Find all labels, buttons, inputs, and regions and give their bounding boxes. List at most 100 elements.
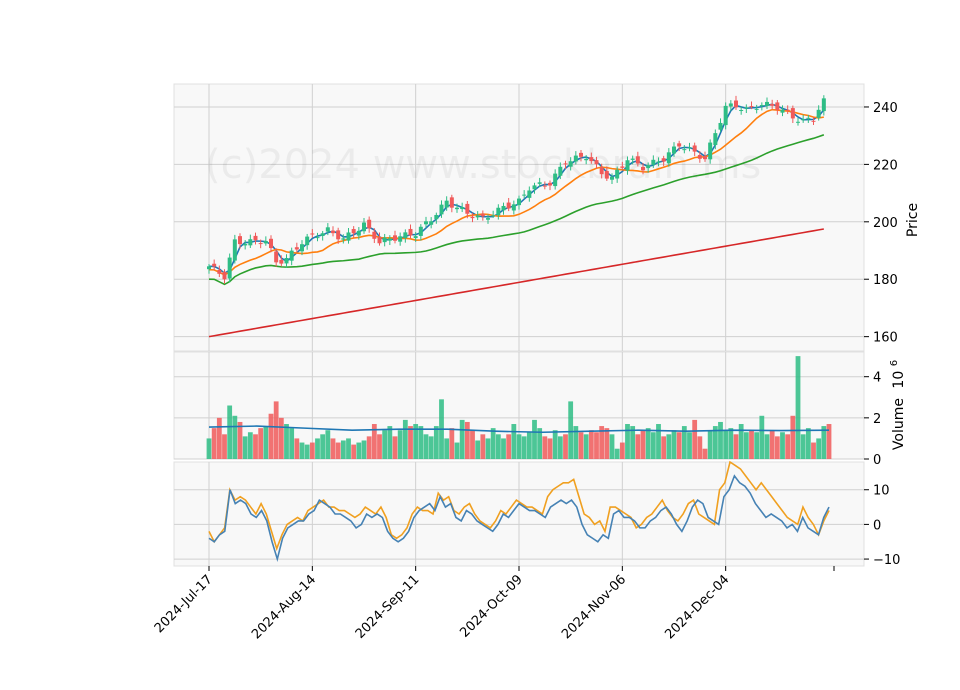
volume-marks xyxy=(206,356,832,459)
candle-body-39 xyxy=(408,228,413,236)
volume-axis-exponent: 10 xyxy=(891,371,907,389)
volume-bar-103 xyxy=(738,424,744,459)
volume-bar-62 xyxy=(526,432,532,459)
volume-bar-66 xyxy=(547,438,553,459)
candle-body-37 xyxy=(398,236,403,242)
volume-bar-90 xyxy=(671,430,677,459)
volume-bar-119 xyxy=(821,426,827,459)
volume-bar-40 xyxy=(413,424,419,459)
volume-bar-53 xyxy=(480,434,486,459)
volume-bar-91 xyxy=(676,432,682,459)
volume-bar-6 xyxy=(237,421,243,459)
volume-bar-80 xyxy=(619,442,625,459)
candle-body-71 xyxy=(573,155,578,162)
volume-bar-36 xyxy=(392,436,398,459)
volume-bar-42 xyxy=(423,434,429,459)
grid-lines xyxy=(174,84,864,566)
candle-body-33 xyxy=(377,237,382,244)
candle-body-107 xyxy=(759,105,764,107)
volume-bar-33 xyxy=(377,434,382,459)
volume-bar-107 xyxy=(759,415,765,459)
volume-bar-61 xyxy=(521,436,527,459)
candle-body-62 xyxy=(527,190,532,198)
volume-bar-120 xyxy=(826,424,832,459)
candle-body-109 xyxy=(770,103,775,106)
price-ytick-label-2: 200 xyxy=(873,216,898,231)
candle-body-112 xyxy=(785,109,790,111)
candle-body-49 xyxy=(460,207,465,210)
candle-body-25 xyxy=(336,230,341,240)
candle-body-8 xyxy=(248,239,253,246)
candle-body-57 xyxy=(501,205,506,211)
volume-bar-49 xyxy=(459,419,465,459)
xtick-label-1: 2024-Aug-14 xyxy=(249,572,319,642)
candle-body-11 xyxy=(263,240,268,244)
volume-axis-exponent-power: 6 xyxy=(889,360,900,366)
volume-bar-29 xyxy=(356,442,362,459)
volume-bar-55 xyxy=(490,428,496,459)
volume-bar-54 xyxy=(485,438,491,459)
candle-body-2 xyxy=(217,269,222,274)
volume-bar-104 xyxy=(743,432,749,459)
candle-body-116 xyxy=(806,117,811,119)
candle-body-40 xyxy=(413,236,418,239)
volume-bar-4 xyxy=(227,405,233,459)
candle-body-60 xyxy=(517,198,521,206)
volume-bar-13 xyxy=(273,401,279,459)
volume-bar-89 xyxy=(666,434,672,459)
candle-body-59 xyxy=(511,204,516,211)
volume-bar-94 xyxy=(692,419,698,459)
volume-bar-19 xyxy=(304,444,310,459)
candle-body-46 xyxy=(444,200,449,208)
candle-body-79 xyxy=(615,169,620,179)
volume-bar-65 xyxy=(542,436,548,459)
candle-body-65 xyxy=(542,185,547,187)
volume-bar-72 xyxy=(578,432,584,459)
candle-body-20 xyxy=(310,233,315,235)
candle-body-99 xyxy=(718,122,723,130)
volume-bar-44 xyxy=(433,426,439,459)
candle-body-81 xyxy=(625,160,630,171)
xtick-label-2: 2024-Sep-11 xyxy=(353,572,423,642)
volume-bar-12 xyxy=(268,413,274,459)
candle-body-73 xyxy=(584,158,589,161)
candle-body-16 xyxy=(289,250,294,261)
candle-body-118 xyxy=(816,109,821,118)
candle-body-15 xyxy=(284,257,289,264)
volume-bar-115 xyxy=(800,434,806,459)
volume-bar-7 xyxy=(242,436,248,459)
volume-bar-32 xyxy=(371,424,377,459)
xtick-label-0: 2024-Jul-17 xyxy=(152,572,216,636)
volume-axis-label: Volume xyxy=(891,398,907,450)
oscillator-line-1 xyxy=(208,474,830,563)
volume-bar-105 xyxy=(749,430,754,459)
volume-bar-28 xyxy=(351,444,357,459)
volume-bar-0 xyxy=(206,438,212,459)
oscillator-line-0 xyxy=(208,460,830,552)
candle-body-14 xyxy=(279,259,284,264)
ma-line-2 xyxy=(208,134,825,286)
candle-body-95 xyxy=(697,155,702,159)
volume-bar-8 xyxy=(247,432,253,459)
volume-bar-2 xyxy=(216,417,222,459)
candle-body-91 xyxy=(677,143,682,147)
volume-bar-71 xyxy=(573,426,579,459)
volume-bar-82 xyxy=(630,426,636,459)
volume-bar-25 xyxy=(335,442,341,459)
candle-body-35 xyxy=(387,238,392,241)
volume-bar-63 xyxy=(532,419,537,459)
volume-bar-24 xyxy=(330,438,336,459)
volume-bar-77 xyxy=(604,428,610,459)
candle-body-101 xyxy=(728,103,733,107)
candle-body-94 xyxy=(692,145,697,152)
candle-body-68 xyxy=(558,166,563,176)
candle-body-52 xyxy=(475,215,480,218)
osc-ytick-label-0: −10 xyxy=(873,553,900,568)
volume-bar-85 xyxy=(645,428,651,459)
price-ytick-label-0: 160 xyxy=(873,331,898,346)
volume-bar-41 xyxy=(418,426,424,459)
volume-bar-84 xyxy=(640,430,646,459)
candle-body-78 xyxy=(610,176,614,180)
candle-body-82 xyxy=(630,158,635,160)
candle-body-89 xyxy=(666,152,671,164)
